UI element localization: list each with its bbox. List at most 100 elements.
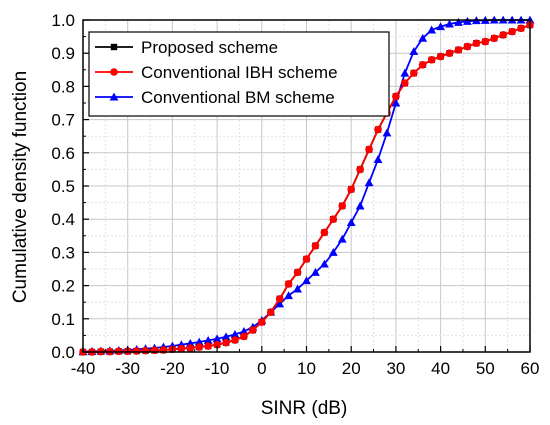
data-point (311, 241, 320, 250)
y-tick-label: 0.8 (51, 77, 75, 96)
data-point (275, 295, 284, 303)
x-tick-label: -30 (115, 359, 140, 378)
data-point (418, 33, 428, 42)
data-point (132, 347, 141, 355)
data-point (284, 280, 293, 288)
data-point (329, 215, 338, 223)
data-point (266, 308, 275, 316)
series-layer (78, 15, 535, 356)
data-point (347, 185, 356, 194)
legend-label: Conventional IBH scheme (141, 63, 338, 82)
data-point (346, 218, 356, 227)
data-point (249, 326, 257, 334)
data-point (204, 342, 212, 350)
x-tick-label: -10 (205, 359, 230, 378)
y-tick-label: 0.0 (51, 343, 75, 362)
x-tick-label: 40 (431, 359, 450, 378)
data-point (418, 61, 427, 69)
data-point (356, 165, 364, 174)
data-point (364, 178, 374, 187)
x-tick-label: 20 (342, 359, 361, 378)
data-point (355, 201, 365, 210)
legend-marker (110, 68, 118, 76)
series-circle (79, 21, 534, 356)
legend-label: Conventional BM scheme (141, 88, 335, 107)
data-point (328, 248, 338, 256)
data-point (221, 332, 231, 341)
data-point (319, 259, 329, 268)
y-tick-label: 0.3 (51, 243, 75, 262)
legend-label: Proposed scheme (141, 38, 278, 57)
data-point (365, 145, 373, 154)
data-point (275, 299, 285, 308)
data-point (436, 52, 445, 61)
data-point (382, 128, 392, 137)
data-point (392, 92, 400, 101)
data-point (337, 234, 347, 243)
y-tick-label: 0.5 (51, 177, 75, 196)
x-tick-label: -20 (160, 359, 185, 378)
y-tick-label: 0.1 (51, 310, 75, 329)
y-tick-label: 1.0 (51, 11, 75, 30)
data-point (302, 255, 311, 263)
data-point (373, 155, 383, 163)
axis-ticks: -40 -30 -20 -10 0 10 20 30 40 50 60 0.0 0.1 0.2 0.3 0.4… (51, 11, 539, 378)
data-point (400, 68, 410, 77)
x-tick-label: 30 (386, 359, 405, 378)
y-axis-title: Cumulative density function (10, 71, 31, 303)
data-point (445, 49, 454, 57)
data-point (338, 202, 347, 210)
data-point (186, 344, 195, 352)
x-tick-label: 10 (297, 359, 316, 378)
data-point (463, 16, 472, 25)
data-point (445, 19, 454, 28)
data-point (517, 24, 525, 33)
data-point (427, 25, 437, 34)
x-tick-label: 50 (476, 359, 495, 378)
data-point (213, 340, 221, 349)
y-tick-label: 0.9 (51, 44, 75, 63)
data-point (454, 46, 463, 54)
y-tick-label: 0.6 (51, 144, 75, 163)
data-point (177, 344, 186, 353)
legend-marker (109, 92, 119, 101)
data-point (239, 327, 249, 335)
data-point (141, 346, 150, 355)
data-point (258, 318, 266, 326)
data-point (320, 228, 329, 237)
y-tick-label: 0.7 (51, 111, 75, 130)
legend-marker (110, 43, 118, 51)
data-point (195, 343, 204, 351)
data-point (409, 47, 419, 56)
data-point (427, 56, 436, 64)
x-axis-title: SINR (dB) (261, 398, 348, 419)
data-point (302, 276, 311, 285)
data-point (203, 335, 213, 344)
y-tick-label: 0.2 (51, 277, 75, 296)
data-point (293, 268, 302, 277)
data-point (230, 330, 240, 338)
data-point (463, 42, 472, 51)
legend-box (88, 31, 390, 117)
x-tick-label: 60 (521, 359, 540, 378)
data-point (481, 37, 490, 46)
data-point (194, 337, 204, 346)
data-point (150, 346, 159, 355)
x-tick-label: 0 (257, 359, 266, 378)
data-point (401, 79, 409, 87)
data-point (454, 17, 463, 26)
data-point (490, 34, 499, 43)
data-point (240, 332, 248, 341)
data-point (499, 31, 507, 39)
data-point (222, 338, 230, 347)
data-point (472, 39, 481, 48)
data-point (311, 267, 320, 276)
legend: Proposed scheme Conventional IBH scheme Co… (88, 31, 390, 117)
data-point (293, 284, 302, 293)
data-point (231, 336, 239, 344)
data-point (374, 125, 382, 134)
data-point (212, 334, 222, 343)
data-point (508, 27, 516, 36)
grid-lines (83, 20, 530, 352)
